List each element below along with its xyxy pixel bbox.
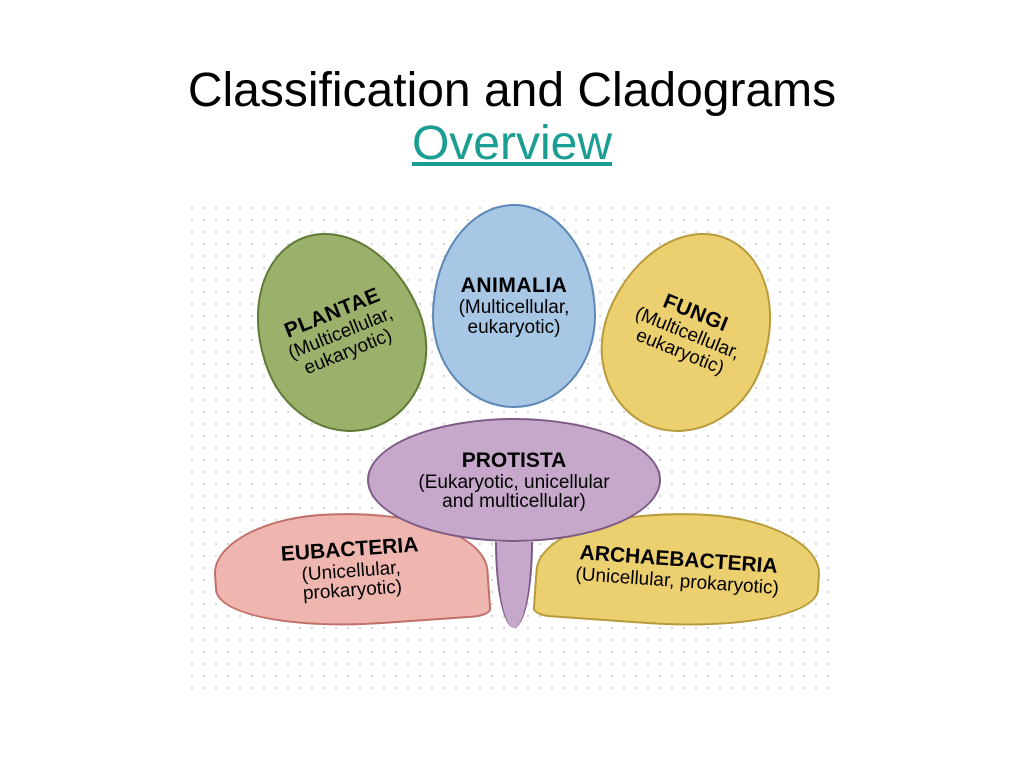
- slide: Classification and Cladograms Overview E…: [0, 0, 1024, 768]
- petal-animalia: ANIMALIA (Multicellular, eukaryotic): [432, 204, 596, 408]
- slide-title: Classification and Cladograms Overview: [0, 65, 1024, 171]
- petal-name: PROTISTA: [462, 449, 567, 473]
- petal-plantae: PLANTAE (Multicellular, eukaryotic): [226, 207, 454, 458]
- petal-fungi: FUNGI (Multicellular, eukaryotic): [574, 207, 802, 458]
- kingdoms-diagram: EUBACTERIA (Unicellular, prokaryotic) AR…: [186, 202, 838, 690]
- petal-desc: (Unicellular, prokaryotic): [301, 559, 403, 604]
- protista-stem: [495, 542, 533, 628]
- petal-desc: (Eukaryotic, unicellular and multicellul…: [418, 473, 609, 511]
- overview-link[interactable]: Overview: [412, 117, 612, 170]
- petal-desc: (Multicellular, eukaryotic): [459, 298, 570, 338]
- petal-name: ANIMALIA: [461, 274, 568, 298]
- title-line-1: Classification and Cladograms: [0, 65, 1024, 118]
- petal-protista: PROTISTA (Eukaryotic, unicellular and mu…: [367, 418, 661, 542]
